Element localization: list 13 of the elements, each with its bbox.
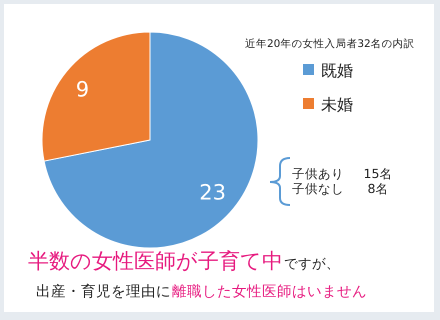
data-label: 9 xyxy=(76,78,90,102)
legend-label: 未婚 xyxy=(321,95,353,114)
text: 半数の女性医師が子育て中 xyxy=(28,249,283,273)
text: 子供なし xyxy=(292,181,344,196)
text: 近年20年の女性入局者32名の内訳 xyxy=(245,37,415,50)
text: 15名 xyxy=(364,166,392,181)
text: 離職した女性医師はいません xyxy=(172,283,367,300)
text: 子供あり xyxy=(292,166,344,181)
text: 出産・育児を理由に xyxy=(36,283,171,300)
text: 8名 xyxy=(368,181,388,196)
legend-label: 既婚 xyxy=(321,61,353,80)
data-label: 23 xyxy=(199,180,226,204)
text: ですが、 xyxy=(284,256,340,272)
